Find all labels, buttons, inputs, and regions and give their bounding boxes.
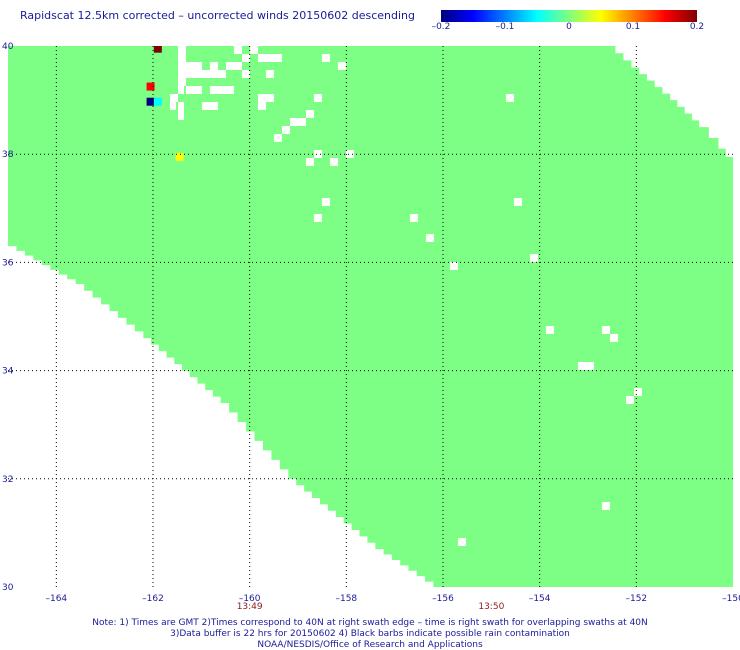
no-data-cell — [194, 62, 202, 70]
no-data-cell — [274, 54, 282, 62]
no-data-cell — [602, 326, 610, 334]
no-data-cell — [626, 396, 634, 404]
no-data-cell — [306, 158, 314, 166]
x-tick-label: –158 — [335, 594, 357, 604]
y-tick-label: 32 — [2, 475, 13, 485]
no-data-cell — [178, 70, 186, 78]
no-data-cell — [178, 46, 186, 54]
note-line-1: Note: 1) Times are GMT 2)Times correspon… — [92, 618, 648, 628]
x-tick-label: –162 — [142, 594, 164, 604]
no-data-cell — [410, 214, 418, 222]
no-data-cell — [514, 198, 522, 206]
y-tick-label: 36 — [2, 258, 14, 268]
no-data-cell — [170, 94, 178, 102]
no-data-cell — [306, 110, 314, 118]
x-tick-label: –154 — [529, 594, 551, 604]
no-data-cell — [314, 150, 322, 158]
no-data-cell — [170, 102, 176, 110]
colorbar-tick-label: –0.2 — [431, 22, 451, 32]
no-data-cell — [450, 262, 458, 270]
no-data-cell — [218, 86, 226, 94]
no-data-cell — [210, 62, 218, 70]
no-data-cell — [186, 62, 194, 70]
no-data-cell — [314, 214, 322, 222]
colorbar-tick-label: –0.1 — [495, 22, 515, 32]
y-tick-label: 38 — [2, 150, 14, 160]
swath-time-label: 13:49 — [237, 602, 263, 612]
no-data-cell — [314, 94, 322, 102]
colorbar-gradient — [441, 10, 697, 22]
no-data-cell — [610, 334, 618, 342]
chart-title: Rapidscat 12.5km corrected – uncorrected… — [20, 9, 416, 22]
no-data-cell — [242, 70, 250, 78]
colorbar-tick-label: 0 — [566, 22, 572, 32]
x-tick-label: –160 — [239, 594, 261, 604]
no-data-cell — [266, 54, 274, 62]
anomaly-cell — [146, 97, 155, 106]
no-data-cell — [546, 326, 554, 334]
y-tick-label: 40 — [2, 42, 14, 52]
no-data-cell — [634, 388, 642, 396]
anomaly-cell — [146, 82, 155, 91]
swath-time-label: 13:50 — [478, 602, 504, 612]
swath-field — [8, 46, 733, 587]
no-data-cell — [194, 86, 202, 94]
no-data-cell — [202, 102, 210, 110]
x-tick-label: –164 — [45, 594, 67, 604]
anomaly-cell — [153, 97, 162, 106]
no-data-cell — [266, 94, 274, 102]
note-line-2: 3)Data buffer is 22 hrs for 20150602 4) … — [170, 629, 570, 639]
no-data-cell — [578, 362, 594, 370]
no-data-cell — [186, 86, 194, 94]
anomaly-cell — [175, 152, 184, 161]
no-data-cell — [258, 54, 266, 62]
x-tick-label: –156 — [432, 594, 454, 604]
no-data-cell — [178, 62, 186, 70]
no-data-cell — [258, 102, 266, 110]
colorbar-tick-label: 0.2 — [689, 22, 705, 32]
no-data-cell — [178, 78, 186, 86]
no-data-cell — [178, 54, 186, 62]
no-data-cell — [322, 198, 330, 206]
x-tick-label: –150 — [722, 594, 740, 604]
no-data-cell — [458, 538, 466, 546]
no-data-cell — [274, 134, 282, 142]
no-data-cell — [258, 94, 266, 102]
no-data-cell — [210, 86, 218, 94]
no-data-cell — [226, 86, 234, 94]
no-data-cell — [298, 118, 306, 126]
no-data-cell — [322, 54, 330, 62]
colorbar-tick-label: 0.1 — [625, 22, 641, 32]
y-tick-label: 30 — [2, 583, 14, 593]
no-data-cell — [346, 150, 354, 158]
no-data-cell — [330, 158, 338, 166]
no-data-cell — [290, 118, 298, 126]
no-data-cell — [530, 254, 538, 262]
no-data-cell — [506, 94, 514, 102]
y-tick-label: 34 — [2, 367, 14, 377]
anomaly-cell — [153, 46, 162, 53]
map-data-layer — [8, 46, 733, 587]
no-data-cell — [178, 102, 184, 110]
no-data-cell — [210, 102, 218, 110]
x-tick-label: –152 — [625, 594, 647, 604]
no-data-cell — [282, 126, 290, 134]
no-data-cell — [186, 70, 226, 78]
no-data-cell — [338, 62, 346, 70]
no-data-cell — [426, 234, 434, 242]
no-data-cell — [250, 46, 258, 54]
note-line-3: NOAA/NESDIS/Office of Research and Appli… — [257, 640, 483, 650]
no-data-cell — [242, 54, 250, 62]
no-data-cell — [602, 502, 610, 510]
no-data-cell — [266, 70, 274, 78]
colorbar — [441, 10, 697, 22]
no-data-cell — [234, 46, 242, 54]
no-data-cell — [178, 110, 184, 120]
no-data-cell — [226, 62, 242, 70]
no-data-cell — [178, 86, 184, 94]
